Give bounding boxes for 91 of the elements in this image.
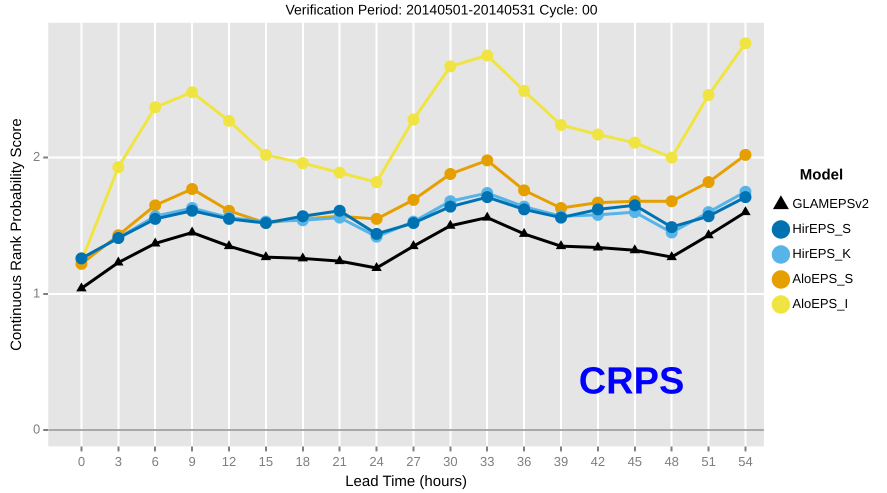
point	[702, 88, 715, 101]
legend-label: HirEPS_K	[792, 246, 852, 262]
point	[628, 199, 641, 212]
x-tick-label: 51	[701, 454, 716, 469]
point	[518, 228, 530, 237]
x-tick-label: 3	[114, 454, 122, 469]
point	[666, 152, 678, 164]
point	[592, 203, 604, 216]
point	[518, 203, 530, 216]
point	[260, 251, 272, 260]
point	[334, 166, 346, 179]
point	[370, 176, 383, 188]
point	[702, 176, 715, 188]
point	[444, 200, 456, 213]
x-tick-label: 27	[406, 454, 421, 469]
point	[149, 101, 162, 114]
point	[408, 240, 419, 250]
x-tick-label: 54	[738, 454, 753, 469]
point	[739, 148, 752, 161]
y-tick-label: 0	[32, 422, 40, 437]
y-tick-label: 1	[32, 285, 40, 300]
point	[186, 182, 198, 195]
point	[703, 229, 714, 238]
x-tick-label: 39	[554, 454, 568, 469]
point	[112, 161, 124, 174]
annotation: CRPS	[578, 360, 684, 402]
point	[518, 184, 530, 196]
point	[371, 262, 382, 271]
point	[296, 210, 309, 222]
point	[407, 114, 420, 126]
point	[556, 240, 566, 250]
point	[149, 199, 162, 212]
point	[370, 228, 383, 240]
point	[260, 148, 272, 161]
x-tick-label: 42	[590, 454, 606, 469]
x-tick-label: 30	[443, 454, 458, 469]
legend-title: Model	[800, 166, 844, 184]
legend-label: AloEPS_S	[792, 271, 854, 286]
legend-label: HirEPS_S	[792, 221, 852, 236]
point	[296, 157, 309, 170]
point	[481, 154, 494, 166]
point	[407, 194, 420, 206]
legend-label: AloEPS_I	[792, 296, 848, 312]
x-tick-label: 9	[188, 454, 196, 469]
x-tick-label: 36	[516, 454, 532, 469]
point	[149, 212, 162, 225]
x-tick-label: 33	[480, 454, 494, 469]
y-tick-label: 2	[32, 149, 40, 164]
point	[482, 212, 492, 221]
point	[481, 191, 494, 204]
point	[113, 256, 124, 266]
point	[592, 128, 604, 140]
point	[739, 37, 752, 50]
point	[628, 136, 641, 149]
legend-label: GLAMEPSv2	[792, 196, 870, 212]
point	[740, 206, 751, 216]
point	[444, 60, 456, 72]
point	[739, 191, 752, 204]
point	[334, 204, 346, 217]
point	[370, 212, 383, 225]
point	[222, 114, 235, 127]
point	[444, 168, 456, 180]
x-axis-title: Lead Time (hours)	[345, 473, 467, 490]
point	[666, 251, 677, 260]
point	[334, 255, 345, 264]
chart-title: Verification Period: 20140501-20140531 Cycle: 00	[285, 1, 598, 18]
point	[224, 240, 234, 250]
point	[666, 221, 678, 234]
x-tick-label: 21	[332, 454, 347, 469]
point	[555, 118, 568, 131]
point	[702, 210, 715, 222]
point	[150, 237, 160, 246]
point	[445, 220, 456, 229]
x-tick-label: 0	[78, 454, 86, 469]
point	[630, 244, 640, 254]
point	[518, 84, 530, 97]
x-tick-label: 18	[296, 454, 310, 469]
point	[76, 282, 87, 292]
point	[481, 49, 494, 62]
x-tick-label: 48	[664, 454, 679, 469]
y-axis-title: Continuous Rank Probability Score	[8, 118, 26, 351]
point	[186, 86, 198, 98]
point	[592, 242, 604, 251]
x-tick-label: 6	[152, 454, 159, 469]
point	[298, 252, 308, 262]
point	[186, 204, 198, 217]
x-tick-label: 15	[258, 454, 274, 469]
point	[666, 195, 678, 208]
x-tick-label: 45	[628, 454, 642, 469]
x-tick-label: 24	[369, 454, 384, 469]
x-tick-label: 12	[222, 454, 236, 469]
